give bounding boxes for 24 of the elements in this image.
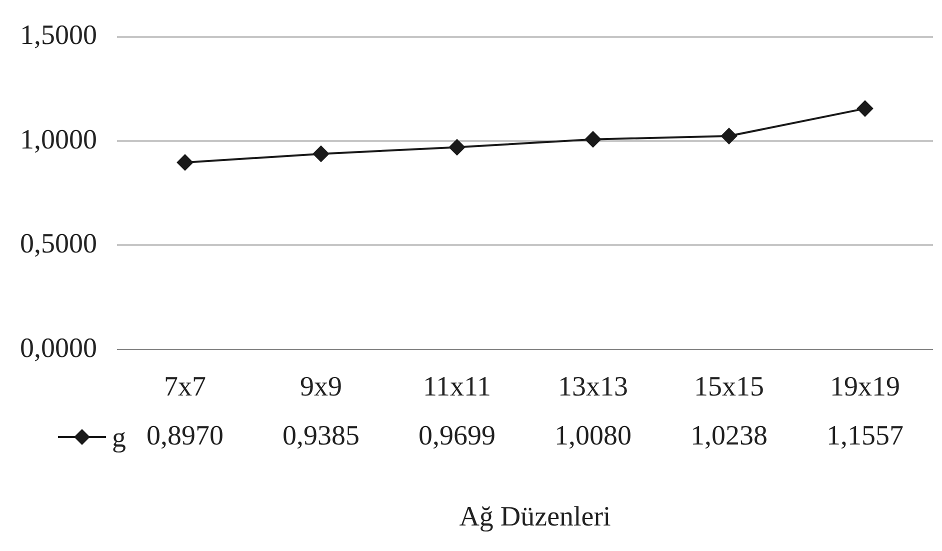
- x-tick-label: 13x13: [558, 372, 628, 403]
- data-label: 0,9699: [418, 420, 496, 452]
- x-tick-label: 7x7: [164, 372, 206, 403]
- y-tick-label: 1,5000: [20, 20, 97, 52]
- data-label: 1,0080: [554, 420, 632, 452]
- y-tick-label: 1,0000: [20, 124, 97, 156]
- x-tick-label: 15x15: [694, 372, 764, 403]
- x-tick-label: 19x19: [830, 372, 900, 403]
- point: [721, 128, 737, 144]
- x-tick-label: 9x9: [300, 372, 342, 403]
- data-label: 0,8970: [146, 420, 224, 452]
- data-label: 0,9385: [282, 420, 360, 452]
- data-label: 1,1557: [826, 420, 904, 452]
- data-label: 1,0238: [690, 420, 768, 452]
- point: [857, 100, 873, 117]
- y-tick-label: 0,5000: [20, 228, 97, 260]
- point: [177, 154, 193, 170]
- point: [313, 146, 329, 162]
- x-tick-label: 11x11: [423, 372, 491, 403]
- point: [585, 131, 601, 148]
- y-tick-label: 0,0000: [20, 332, 97, 364]
- x-axis-title: Ağ Düzenleri: [459, 501, 612, 532]
- point: [449, 139, 465, 156]
- legend-label: g: [112, 422, 126, 454]
